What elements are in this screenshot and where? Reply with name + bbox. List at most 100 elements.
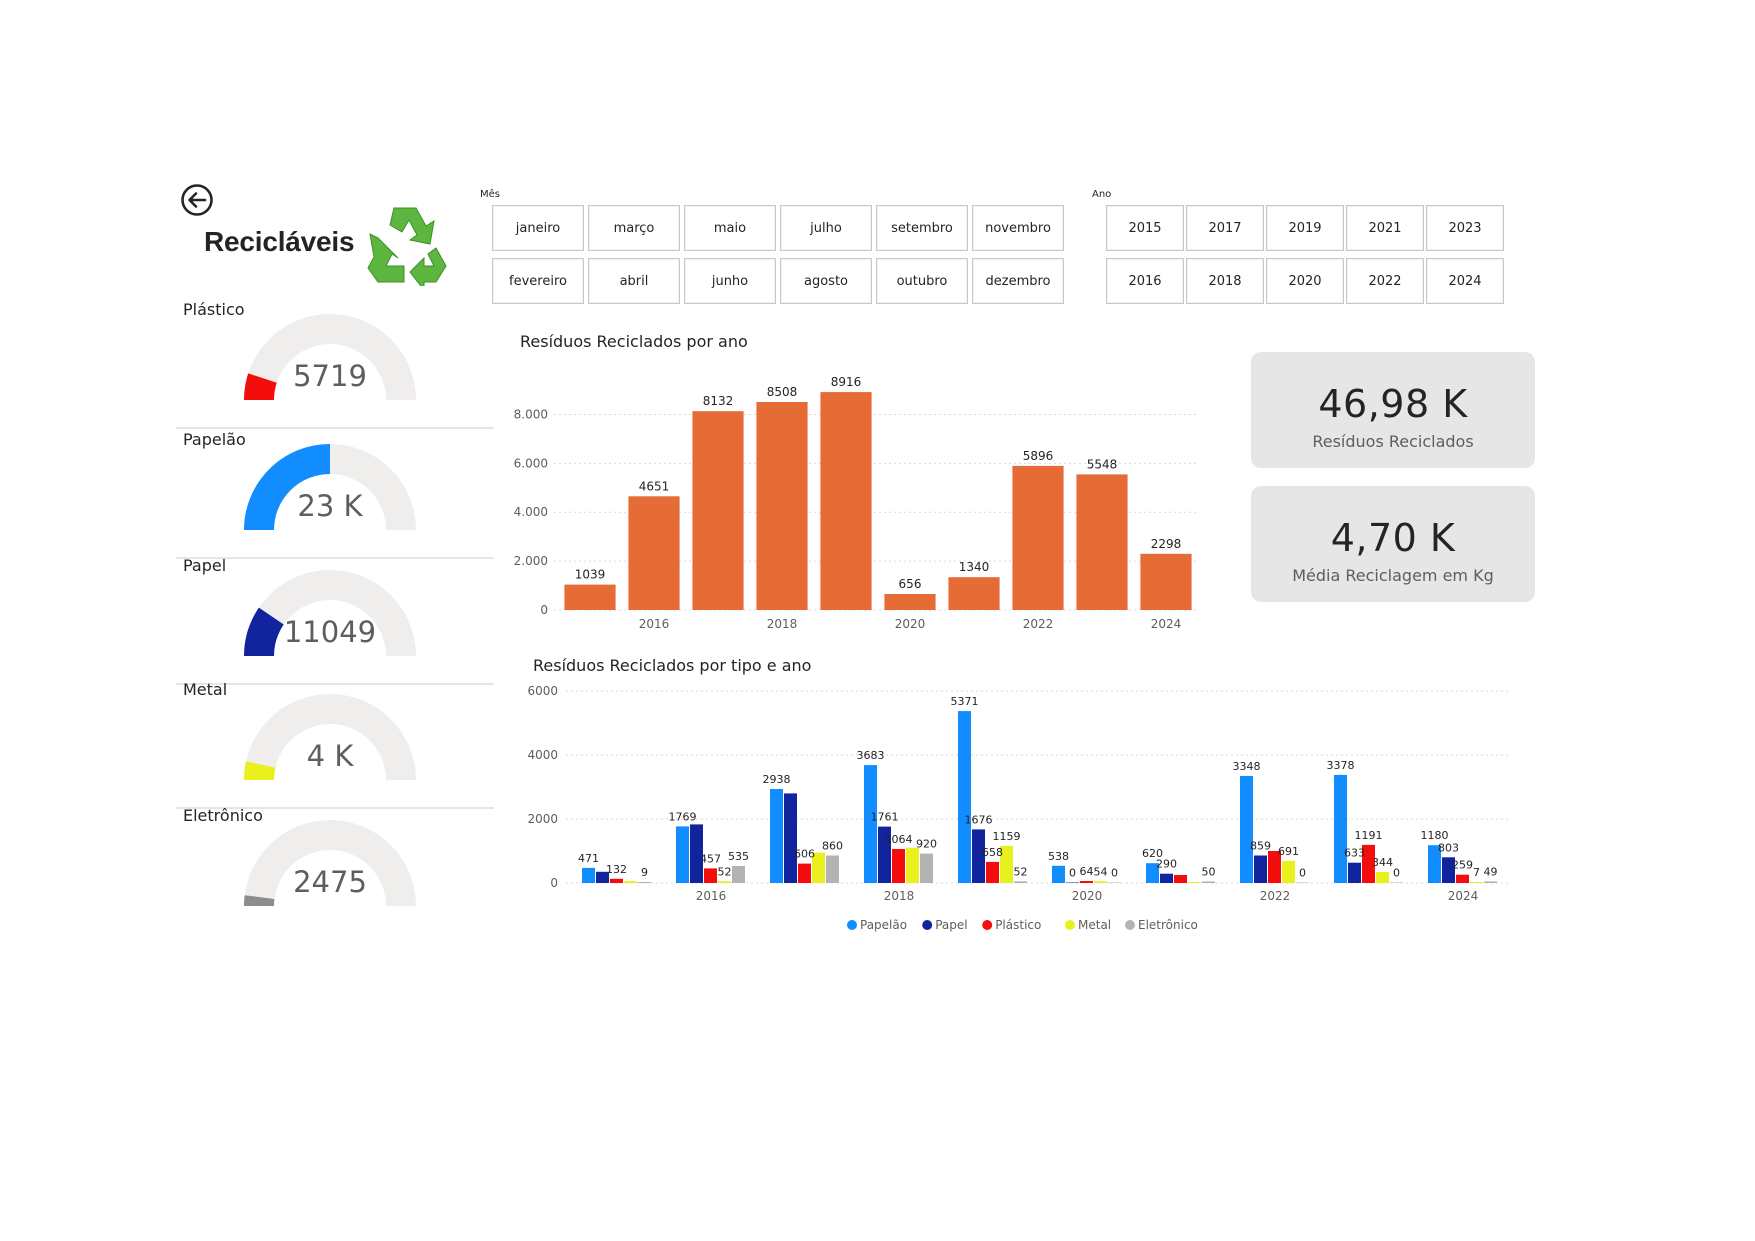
bar-eletrônico-2021 — [1202, 881, 1215, 883]
bar-eletrônico-2016 — [732, 865, 745, 883]
month-tile[interactable]: janeiro — [492, 205, 584, 251]
month-tile[interactable]: maio — [684, 205, 776, 251]
bar-papelão-2016 — [676, 826, 689, 883]
month-tile[interactable]: dezembro — [972, 258, 1064, 304]
bar-chart-per-year: 0 2.000 4.000 6.000 8.000 1039 4651 8132 8508 891… — [514, 375, 1198, 631]
bar-plástico-2020 — [1080, 881, 1093, 883]
kpi-average-value: 4,70 K — [1330, 516, 1456, 560]
bar-papelão-2020 — [1052, 865, 1065, 883]
data-label: 5896 — [1023, 449, 1054, 463]
gauge-label: Plástico — [183, 300, 245, 319]
data-label: 457 — [700, 852, 721, 865]
data-label: 1676 — [965, 813, 993, 826]
month-tile[interactable]: outubro — [876, 258, 968, 304]
gauge-track — [244, 314, 416, 401]
bar-metal-2016 — [718, 881, 731, 883]
bar-papelão-2023 — [1334, 774, 1347, 883]
data-label: 64 — [1080, 865, 1094, 878]
year-tile[interactable]: 2021 — [1346, 205, 1424, 251]
bar-eletrônico-2022 — [1296, 882, 1309, 883]
y-tick-label: 4000 — [527, 748, 558, 762]
data-label: 1159 — [993, 830, 1021, 843]
data-label: 52 — [1014, 865, 1028, 878]
bar-eletrônico-2015 — [638, 882, 651, 883]
year-tile[interactable]: 2018 — [1186, 258, 1264, 304]
data-label: 54 — [1094, 865, 1108, 878]
bar-2018 — [756, 402, 808, 610]
data-label: 8132 — [703, 394, 734, 408]
y-tick-label: 6.000 — [514, 456, 548, 470]
x-tick-label: 2022 — [1260, 889, 1291, 903]
year-tile[interactable]: 2019 — [1266, 205, 1344, 251]
bar-papel-2021 — [1160, 873, 1173, 883]
legend-label: Metal — [1078, 918, 1111, 932]
kpi-card-average: 4,70 K Média Reciclagem em Kg — [1251, 486, 1535, 602]
x-tick-label: 2022 — [1023, 617, 1054, 631]
data-label: 132 — [606, 863, 627, 876]
bar-papel-2017 — [784, 793, 797, 883]
data-label: 49 — [1484, 865, 1498, 878]
bar-2021 — [948, 577, 1000, 610]
data-label: 8508 — [767, 385, 798, 399]
legend-marker-papel — [922, 920, 933, 930]
bar-plástico-2023 — [1362, 844, 1375, 883]
year-tile[interactable]: 2016 — [1106, 258, 1184, 304]
bar-papel-2024 — [1442, 857, 1455, 883]
data-label: 4651 — [639, 479, 670, 493]
data-label: 1761 — [871, 811, 899, 824]
bar-eletrônico-2023 — [1390, 882, 1403, 883]
x-tick-label: 2020 — [895, 617, 926, 631]
gauge-value: 23 K — [297, 489, 363, 523]
month-tile[interactable]: agosto — [780, 258, 872, 304]
month-tile[interactable]: junho — [684, 258, 776, 304]
month-tile[interactable]: março — [588, 205, 680, 251]
data-label: 290 — [1156, 858, 1177, 871]
legend-marker-papelão — [847, 920, 857, 930]
gauge-papel — [244, 570, 416, 657]
legend-label: Eletrônico — [1138, 918, 1198, 932]
data-label: 259 — [1452, 859, 1473, 872]
x-tick-label: 2018 — [767, 617, 798, 631]
data-label: 658 — [982, 846, 1003, 859]
year-tile[interactable]: 2020 — [1266, 258, 1344, 304]
y-tick-label: 2000 — [527, 812, 558, 826]
data-label: 1340 — [959, 560, 990, 574]
data-label: 1191 — [1355, 829, 1383, 842]
bar-papel-2019 — [972, 829, 985, 883]
month-tile[interactable]: julho — [780, 205, 872, 251]
year-tile[interactable]: 2024 — [1426, 258, 1504, 304]
back-button[interactable] — [180, 183, 214, 217]
bar-papel-2022 — [1254, 855, 1267, 883]
gauge-value: 5719 — [293, 359, 367, 393]
bar-papelão-2024 — [1428, 845, 1441, 883]
year-slicer-header: Ano — [1092, 189, 1112, 200]
gauge-fill — [244, 444, 331, 531]
data-label: 691 — [1278, 845, 1299, 858]
month-tile[interactable]: fevereiro — [492, 258, 584, 304]
year-tile[interactable]: 2015 — [1106, 205, 1184, 251]
bar-plástico-2019 — [986, 861, 999, 883]
data-label: 803 — [1438, 841, 1459, 854]
year-tile[interactable]: 2022 — [1346, 258, 1424, 304]
y-tick-label: 4.000 — [514, 505, 548, 519]
year-tile[interactable]: 2017 — [1186, 205, 1264, 251]
legend-marker-eletrônico — [1125, 920, 1135, 930]
bar-2017 — [692, 411, 744, 610]
x-tick-label: 2018 — [884, 889, 915, 903]
y-tick-label: 0 — [550, 876, 558, 890]
month-tile[interactable]: setembro — [876, 205, 968, 251]
bar-metal-2017 — [812, 852, 825, 883]
month-tile[interactable]: novembro — [972, 205, 1064, 251]
kpi-total-value: 46,98 K — [1318, 382, 1468, 426]
gauge-value: 4 K — [306, 739, 354, 773]
data-label: 0 — [1111, 867, 1118, 880]
bar-2023 — [1076, 474, 1128, 610]
bar-papelão-2017 — [770, 789, 783, 883]
year-tile[interactable]: 2023 — [1426, 205, 1504, 251]
gauge-label: Metal — [183, 680, 228, 699]
gauge-value: 2475 — [293, 865, 367, 899]
y-tick-label: 8.000 — [514, 407, 548, 421]
gauge-value: 11049 — [283, 615, 377, 649]
data-label: 1039 — [575, 568, 606, 582]
month-tile[interactable]: abril — [588, 258, 680, 304]
